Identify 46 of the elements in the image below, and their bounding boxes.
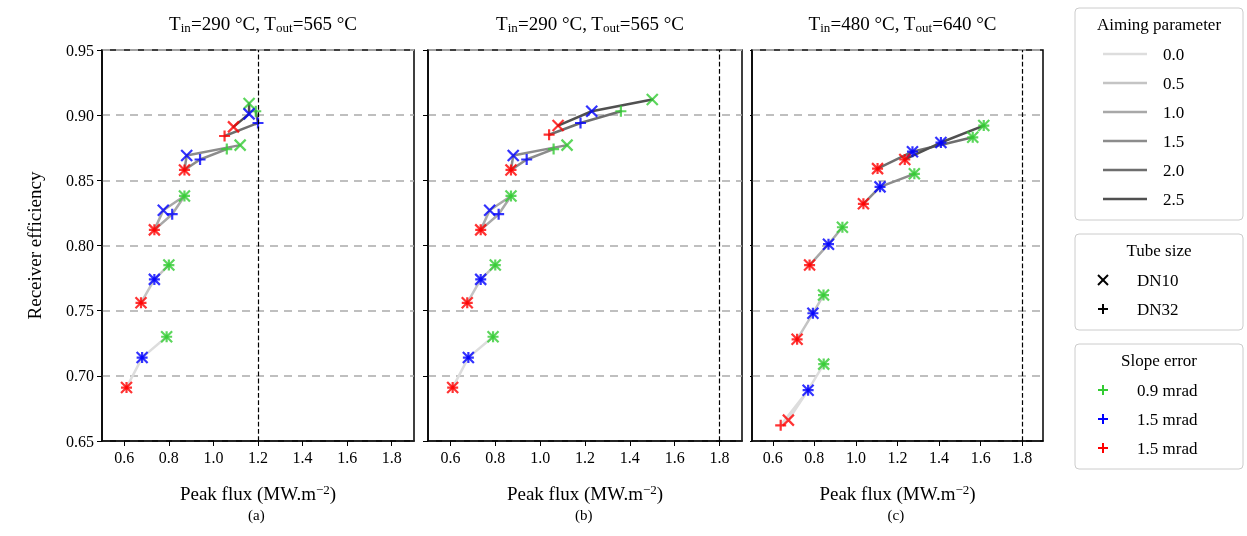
x-tick-label: 1.2 [887, 448, 908, 466]
x-tick-label: 1.0 [530, 448, 551, 466]
text: Slope error [1120, 351, 1198, 370]
x-tick-label: 1.4 [619, 448, 640, 466]
legend-label: 0.5 [1163, 73, 1185, 93]
x-tick-label: 1.4 [929, 448, 950, 466]
x-tick-label: 1.6 [970, 448, 991, 466]
y-tick-label: 0.80 [66, 237, 94, 254]
legend-label: 0.0 [1163, 44, 1185, 64]
y-tick-label: 0.90 [66, 106, 94, 124]
y-tick-label: 0.95 [66, 41, 94, 59]
legend-label: 2.0 [1163, 160, 1185, 180]
text: Tube size [1126, 241, 1192, 260]
legend-label: 1.5 mrad [1137, 438, 1198, 458]
legend-label: DN32 [1137, 299, 1179, 319]
x-tick-label: 0.8 [485, 448, 506, 466]
text: (c) [887, 506, 905, 524]
x-tick-label: 1.2 [575, 448, 595, 466]
legend-label: 0.9 mrad [1137, 380, 1198, 400]
legend-label: 1.0 [1163, 102, 1185, 122]
x-tick-label: 1.2 [248, 448, 268, 466]
y-tick-label: 0.70 [66, 367, 94, 385]
text: (a) [248, 506, 265, 524]
text: (b) [575, 506, 593, 524]
x-tick-label: 1.4 [292, 448, 313, 466]
legend-label: 2.5 [1163, 189, 1185, 209]
y-tick-label: 0.65 [66, 432, 94, 450]
x-tick-label: 0.8 [158, 448, 179, 466]
y-tick-label: 0.85 [66, 171, 94, 189]
legend-label: DN10 [1137, 270, 1179, 290]
text: Aiming parameter [1096, 15, 1222, 34]
x-tick-label: 1.8 [709, 448, 730, 466]
x-tick-label: 0.6 [114, 448, 135, 466]
x-tick-label: 1.6 [664, 448, 685, 466]
x-tick-label: 0.6 [440, 448, 461, 466]
x-tick-label: 0.8 [804, 448, 825, 466]
y-tick-label: 0.75 [66, 302, 94, 320]
legend-label: 1.5 [1163, 131, 1185, 151]
x-tick-label: 1.8 [381, 448, 402, 466]
x-tick-label: 1.6 [337, 448, 358, 466]
x-tick-label: 1.0 [203, 448, 224, 466]
x-tick-label: 1.0 [845, 448, 866, 466]
y-axis-title: Receiver efficiency [24, 171, 45, 320]
x-tick-label: 1.8 [1012, 448, 1033, 466]
legend-label: 1.5 mrad [1137, 409, 1198, 429]
x-tick-label: 0.6 [762, 448, 783, 466]
